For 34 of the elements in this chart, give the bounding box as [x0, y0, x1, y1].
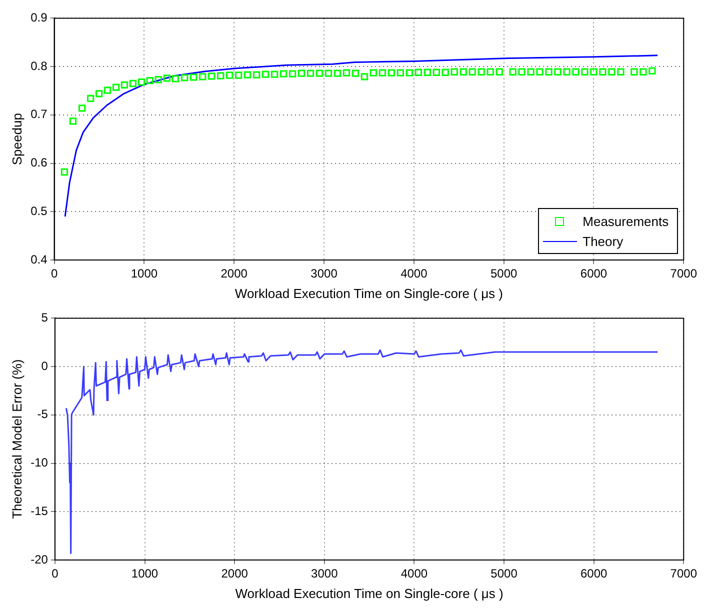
x-tick-label: 4000 — [400, 266, 428, 281]
x-tick-label: 6000 — [580, 266, 608, 281]
x-tick-label: 0 — [52, 566, 59, 581]
x-tick-label: 1000 — [131, 566, 158, 581]
y-tick-label: -15 — [30, 504, 48, 518]
x-tick-label: 7000 — [670, 266, 698, 281]
x-axis-title: Workload Execution Time on Single-core ( μs ) — [234, 286, 504, 301]
x-tick-label: 2000 — [220, 266, 248, 281]
x-tick-label: 4000 — [400, 566, 428, 581]
legend-label: Measurements — [582, 214, 669, 228]
x-tick-label: 6000 — [580, 566, 608, 581]
y-tick-label: 0.7 — [30, 107, 48, 122]
y-tick-label: 0.4 — [30, 252, 48, 266]
y-tick-label: 0.6 — [30, 156, 48, 170]
y-tick-label: -20 — [30, 552, 48, 566]
x-tick-label: 1000 — [130, 266, 158, 281]
legend-label: Theory — [582, 234, 624, 248]
y-tick-label: 0.9 — [30, 10, 48, 25]
x-tick-label: 2000 — [221, 566, 248, 581]
y-tick-label: -10 — [30, 456, 48, 470]
x-tick-label: 7000 — [670, 566, 698, 581]
x-axis-title: Workload Execution Time on Single-core ( μs ) — [235, 586, 504, 601]
y-axis-title: Theoretical Model Error (%) — [9, 359, 24, 519]
y-tick-label: -5 — [37, 407, 48, 422]
x-tick-label: 3000 — [310, 266, 338, 281]
y-tick-label: 0 — [41, 358, 48, 373]
y-axis-title: Speedup — [9, 113, 24, 166]
x-tick-label: 5000 — [490, 266, 518, 281]
x-tick-label: 3000 — [311, 566, 338, 581]
y-tick-label: 0.8 — [30, 58, 48, 73]
y-tick-label: 0.5 — [30, 204, 48, 218]
x-tick-label: 0 — [50, 266, 58, 281]
x-tick-label: 5000 — [490, 566, 518, 581]
y-tick-label: 5 — [41, 310, 48, 325]
